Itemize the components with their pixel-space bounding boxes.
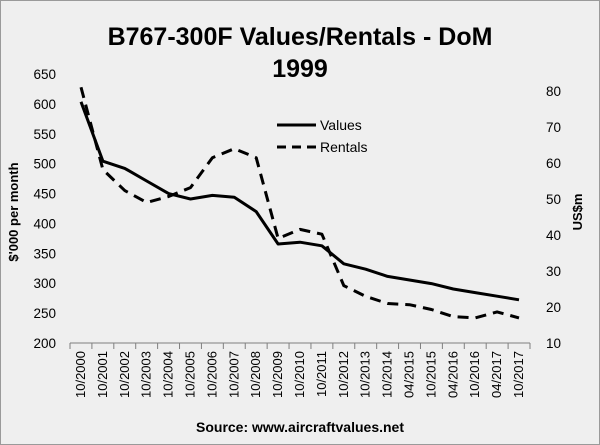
right-y-tick-label: 50 xyxy=(546,192,561,207)
x-tick-label: 10/2011 xyxy=(314,351,329,397)
x-axis-ticks: 10/2000 10/2001 10/2002 10/2003 10/2004 10/20… xyxy=(69,343,531,398)
left-y-tick-label: 500 xyxy=(33,157,56,172)
x-tick-label: 04/2015 xyxy=(402,351,417,398)
series-line-rentals xyxy=(79,86,520,320)
x-tick-label: 10/2006 xyxy=(204,351,219,398)
x-tick-label: 10/2003 xyxy=(139,351,154,398)
legend-label-rentals: Rentals xyxy=(320,139,367,155)
x-tick-label: 10/2016 xyxy=(467,351,482,398)
right-y-tick-label: 40 xyxy=(546,228,561,243)
x-tick-label: 10/2008 xyxy=(248,351,263,398)
series-layer xyxy=(79,86,520,320)
x-tick-label: 10/2007 xyxy=(226,351,241,398)
left-y-tick-label: 350 xyxy=(33,246,56,261)
x-tick-label: 10/2009 xyxy=(270,351,285,398)
x-tick-label: 10/2002 xyxy=(117,351,132,398)
right-y-tick-label: 10 xyxy=(546,336,561,351)
x-tick-label: 10/2015 xyxy=(423,351,438,398)
x-tick-label: 10/2010 xyxy=(292,351,307,398)
right-y-tick-label: 70 xyxy=(546,120,561,135)
x-tick-label: 04/2017 xyxy=(489,351,504,398)
left-y-tick-label: 650 xyxy=(33,67,56,82)
right-y-tick-label: 20 xyxy=(546,300,561,315)
x-tick-label: 10/2014 xyxy=(380,351,395,398)
series-line-values xyxy=(79,101,520,302)
right-y-axis-ticks: 10 20 30 40 50 60 70 80 xyxy=(546,84,561,351)
left-y-tick-label: 400 xyxy=(33,216,56,231)
x-tick-label: 10/2013 xyxy=(358,351,373,398)
left-y-tick-label: 300 xyxy=(33,276,56,291)
source-note: Source: www.aircraftvalues.net xyxy=(196,419,404,435)
x-tick-label: 04/2016 xyxy=(445,351,460,398)
x-tick-label: 10/2004 xyxy=(161,351,176,398)
left-y-tick-label: 450 xyxy=(33,187,56,202)
legend: Values Rentals xyxy=(277,117,367,155)
chart-title-line-2: 1999 xyxy=(272,55,328,83)
x-tick-label: 10/2017 xyxy=(511,351,526,398)
x-tick-label: 10/2012 xyxy=(336,351,351,398)
left-y-axis-ticks: 200 250 300 350 400 450 500 550 600 650 xyxy=(33,67,56,351)
x-tick-label: 10/2001 xyxy=(95,351,110,398)
x-tick-label: 10/2005 xyxy=(182,351,197,398)
legend-label-values: Values xyxy=(320,117,362,133)
left-y-tick-label: 550 xyxy=(33,127,56,142)
right-y-axis-label: US$m xyxy=(570,194,585,231)
right-y-tick-label: 80 xyxy=(546,84,561,99)
x-tick-label: 10/2000 xyxy=(73,351,88,398)
chart-title-line-1: B767-300F Values/Rentals - DoM xyxy=(108,23,493,51)
right-y-tick-label: 60 xyxy=(546,156,561,171)
left-y-tick-label: 200 xyxy=(33,336,56,351)
left-y-axis-label: $'000 per month xyxy=(6,162,21,261)
right-y-tick-label: 30 xyxy=(546,264,561,279)
left-y-tick-label: 250 xyxy=(33,306,56,321)
left-y-tick-label: 600 xyxy=(33,97,56,112)
